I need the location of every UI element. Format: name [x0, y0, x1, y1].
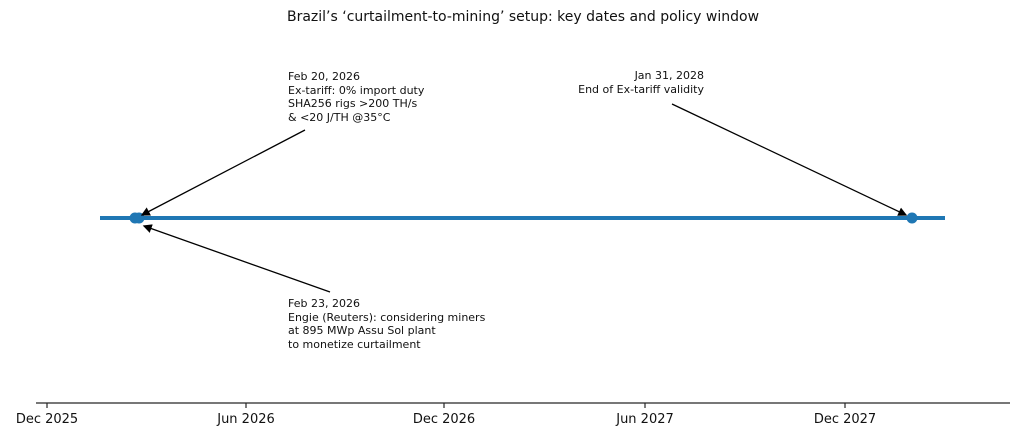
x-tick-label-jun-2027: Jun 2027	[616, 412, 674, 427]
chart-title: Brazil’s ‘curtailment-to-mining’ setup: …	[286, 9, 760, 25]
x-tick-label-dec-2027: Dec 2027	[813, 412, 877, 427]
arrow-end-validity	[671, 103, 908, 216]
x-tick-label-jun-2026: Jun 2026	[217, 412, 275, 427]
annotation-line: End of Ex-tariff validity	[578, 82, 704, 96]
annotation-ex-tariff: Feb 20, 2026 Ex-tariff: 0% import duty S…	[288, 70, 424, 125]
annotation-line: & <20 J/TH @35°C	[288, 111, 391, 125]
x-tick-label-dec-2025: Dec 2025	[15, 412, 79, 427]
annotation-line: Feb 23, 2026	[288, 297, 360, 310]
annotation-line: Feb 20, 2026	[288, 70, 360, 83]
arrow-engie	[142, 224, 331, 293]
annotation-line: SHA256 rigs >200 TH/s	[288, 97, 418, 111]
annotation-line: at 895 MWp Assu Sol plant	[288, 324, 436, 338]
annotation-end-validity: Jan 31, 2028 End of Ex-tariff validity	[578, 69, 704, 96]
annotation-line: Ex-tariff: 0% import duty	[288, 83, 425, 97]
x-tick-label-dec-2026: Dec 2026	[412, 412, 476, 427]
annotation-line: Jan 31, 2028	[634, 69, 704, 82]
event-marker-jan31-2028	[906, 212, 918, 224]
annotation-line: to monetize curtailment	[288, 338, 421, 352]
annotation-line: Engie (Reuters): considering miners	[288, 310, 486, 324]
annotation-engie: Feb 23, 2026 Engie (Reuters): considerin…	[288, 297, 485, 352]
arrow-ex-tariff	[140, 129, 306, 216]
